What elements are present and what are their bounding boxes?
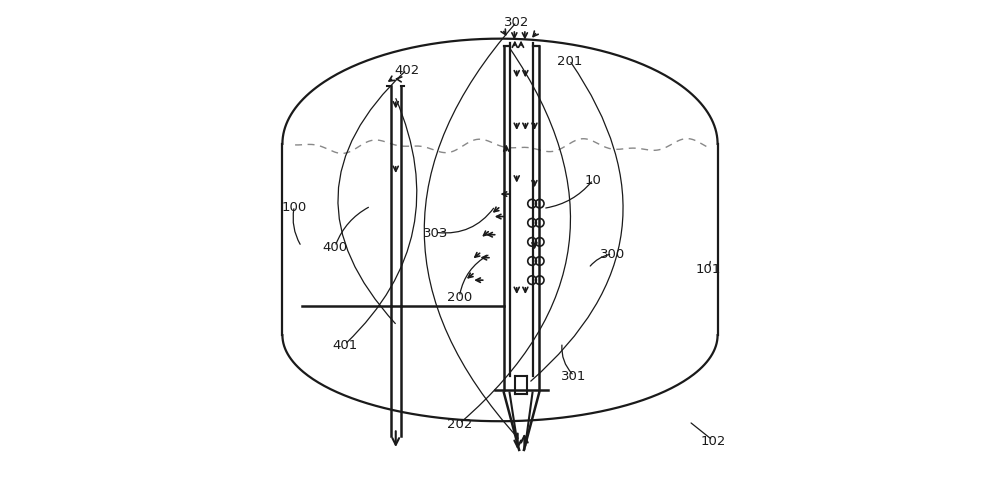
Text: 301: 301 <box>561 370 587 383</box>
Text: 200: 200 <box>447 291 472 304</box>
Text: 401: 401 <box>332 338 357 351</box>
Text: 303: 303 <box>423 227 448 240</box>
Text: 100: 100 <box>282 200 307 213</box>
Text: 10: 10 <box>585 174 602 187</box>
Text: 201: 201 <box>557 55 582 68</box>
Text: 400: 400 <box>322 240 348 253</box>
Text: 300: 300 <box>600 248 625 261</box>
Text: 102: 102 <box>700 434 725 447</box>
Text: 101: 101 <box>695 262 721 275</box>
Text: 302: 302 <box>504 16 529 29</box>
Text: 202: 202 <box>447 417 472 430</box>
Text: 402: 402 <box>394 64 419 77</box>
